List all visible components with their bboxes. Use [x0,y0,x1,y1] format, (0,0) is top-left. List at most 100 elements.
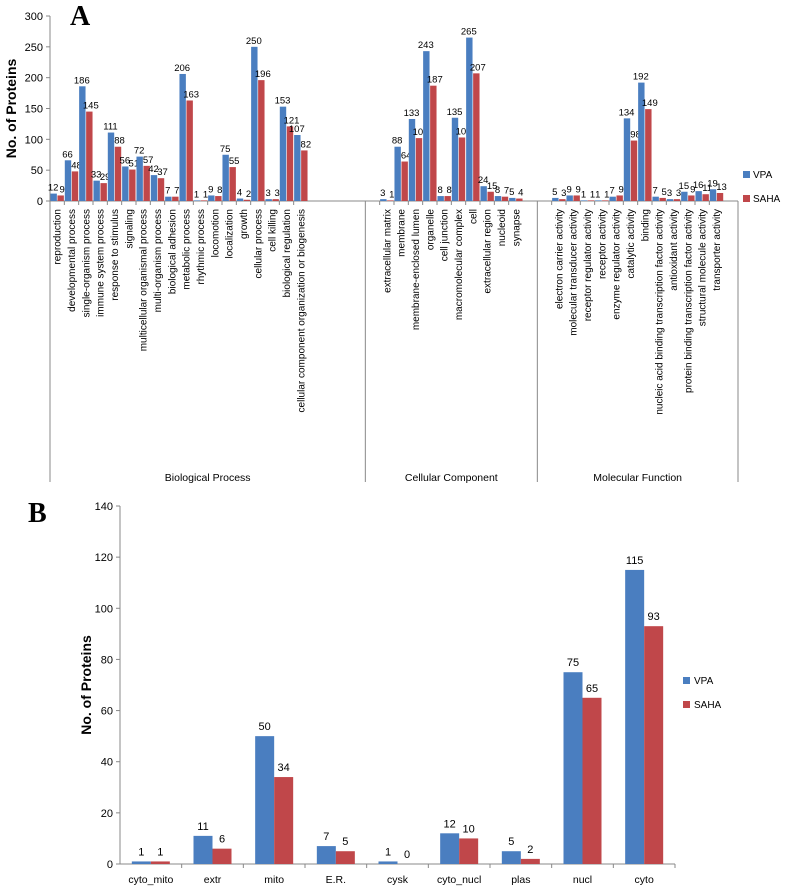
legend-swatch-vpa [743,171,750,178]
data-label-saha-receptor-activity: 1 [604,189,609,200]
bar-vpa-antioxidant-activity [666,199,674,201]
bar-saha-biological-adhesion [172,196,179,201]
data-label-saha-structural-molecule-activity: 11 [702,183,712,194]
category-label-locomotion: locomotion [210,209,221,257]
bar-vpa-cell-junction [437,196,444,201]
data-label-saha-e-r: 5 [342,836,348,848]
bar-saha-electron-carrier-activity [559,199,566,201]
category-label-organelle: organelle [425,209,436,251]
bar-vpa-biological-regulation [279,106,287,201]
y-tick-label: 80 [101,654,113,666]
data-label-vpa-receptor-regulator-activity: 1 [581,189,586,200]
bar-saha-nucleic-acid-binding-transcription-factor-activity [659,197,666,201]
category-label-cyto: cyto [635,874,654,886]
category-label-cellular-process: cellular process [253,209,264,278]
data-label-vpa-receptor-activity: 1 [595,189,600,200]
bar-vpa-growth [236,198,244,201]
bar-saha-localization [229,167,236,201]
bar-saha-signaling [129,169,136,201]
data-label-vpa-biological-regulation: 153 [275,96,291,107]
data-label-saha-transporter-activity: 13 [716,182,727,193]
category-label-response-to-stimulus: response to stimulus [110,209,121,301]
bar-vpa-cysk [378,861,398,864]
category-label-nucl: nucl [573,874,592,886]
category-label-cell-killing: cell killing [268,209,279,252]
data-label-saha-developmental-process: 48 [71,160,82,171]
y-tick-label: 200 [25,73,43,85]
data-label-saha-extracellular-matrix: 1 [389,189,394,200]
bar-vpa-cellular-component-organization-or-biogenesis [294,135,301,201]
data-label-vpa-reproduction: 12 [48,183,59,194]
category-label-extr: extr [204,874,222,886]
category-label-extracellular-matrix: extracellular matrix [382,209,393,293]
legend-label-vpa: VPA [753,170,773,181]
data-label-vpa-molecular-transducer-activity: 9 [567,184,572,195]
category-label-enzyme-regulator-activity: enzyme regulator activity [612,209,623,320]
bar-saha-multi-organism-process [157,178,165,201]
bar-vpa-transporter-activity [709,189,717,201]
data-label-vpa-response-to-stimulus: 111 [103,122,117,133]
bar-saha-cyto [644,626,664,864]
panel-b-letter: B [28,498,47,529]
data-label-saha-reproduction: 9 [60,184,65,195]
bar-saha-extr [212,848,232,864]
y-axis-title: No. of Proteins [78,635,94,735]
data-label-vpa-nucleoid: 8 [495,185,500,196]
bar-vpa-metabolic-process [179,73,186,201]
data-label-vpa-structural-molecule-activity: 16 [693,180,704,191]
bar-saha-nucleoid [501,196,509,201]
bar-saha-protein-binding-transcription-factor-activity [688,195,695,201]
data-label-saha-cellular-component-organization-or-biogenesis: 82 [301,139,312,150]
category-label-nucleoid: nucleoid [497,209,508,246]
data-label-vpa-cyto-nucl: 12 [444,818,456,830]
category-label-signaling: signaling [124,209,135,248]
category-label-structural-molecule-activity: structural molecule activity [698,209,709,326]
category-label-membrane: membrane [397,209,408,257]
bar-vpa-nucleic-acid-binding-transcription-factor-activity [652,196,659,201]
data-label-vpa-cell-junction: 8 [438,185,443,196]
bar-vpa-single-organism-process [79,86,86,201]
data-label-vpa-cysk: 1 [385,846,391,858]
bar-saha-plas [520,858,540,864]
bar-vpa-macromolecular-complex [451,117,459,201]
category-label-protein-binding-transcription-factor-activity: protein binding transcription factor act… [683,209,694,393]
bar-vpa-signaling [122,166,129,201]
bar-saha-cell-junction [444,196,451,201]
data-label-saha-extr: 6 [219,834,225,846]
bar-vpa-reproduction [50,193,57,201]
bar-saha-receptor-activity [602,200,609,201]
category-label-transporter-activity: transporter activity [712,209,723,291]
data-label-vpa-mito: 50 [259,721,271,733]
data-label-saha-extracellular-region: 15 [487,181,498,192]
bar-vpa-membrane-enclosed-lumen [408,118,416,201]
bar-vpa-binding [638,82,645,201]
category-label-plas: plas [511,874,530,886]
group-label-cellular-component: Cellular Component [405,472,498,484]
category-label-catalytic-activity: catalytic activity [626,209,637,278]
bar-saha-extracellular-matrix [387,200,394,201]
category-label-membrane-enclosed-lumen: membrane-enclosed lumen [411,209,422,330]
data-label-vpa-protein-binding-transcription-factor-activity: 15 [679,181,690,192]
data-label-saha-enzyme-regulator-activity: 9 [619,184,624,195]
data-label-vpa-cyto: 115 [626,555,644,567]
data-label-vpa-plas: 5 [508,836,514,848]
category-label-receptor-activity: receptor activity [597,209,608,279]
bar-vpa-localization [222,154,229,201]
data-label-vpa-multi-organism-process: 42 [148,164,159,175]
data-label-vpa-nucleic-acid-binding-transcription-factor-activity: 7 [653,186,658,197]
data-label-saha-metabolic-process: 163 [183,89,199,100]
data-label-saha-nucleic-acid-binding-transcription-factor-activity: 5 [662,187,667,198]
category-label-biological-adhesion: biological adhesion [167,209,178,294]
data-label-vpa-cyto-mito: 1 [138,846,144,858]
bar-saha-transporter-activity [716,192,724,201]
category-label-cell: cell [468,209,479,224]
bar-saha-binding [645,109,652,201]
data-label-saha-catalytic-activity: 98 [630,130,641,141]
data-label-vpa-binding: 192 [633,72,649,83]
bar-saha-rhythmic-process [200,200,208,201]
data-label-saha-localization: 55 [229,156,240,167]
category-label-rhythmic-process: rhythmic process [196,209,207,285]
bar-vpa-structural-molecule-activity [695,191,702,201]
bar-saha-membrane-enclosed-lumen [415,138,423,201]
